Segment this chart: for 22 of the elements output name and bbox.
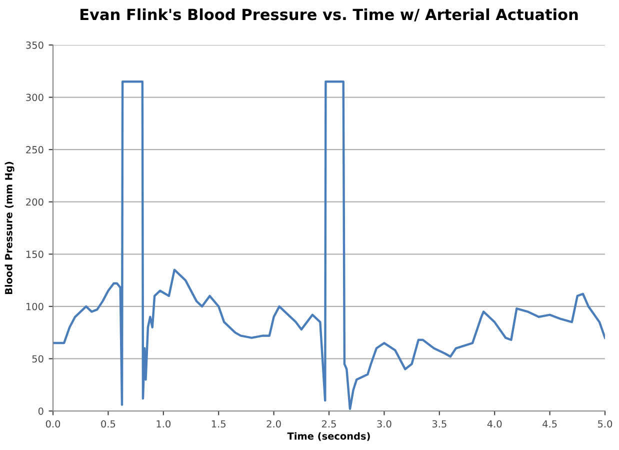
x-tick-label: 4.5: [542, 420, 557, 428]
x-tick-label: 2.5: [322, 420, 336, 428]
y-tick-label: 0: [38, 407, 44, 415]
x-tick-label: 5.0: [598, 420, 612, 428]
y-tick-label: 150: [26, 250, 44, 258]
x-tick-label: 4.0: [487, 420, 502, 428]
y-tick-label: 350: [26, 41, 44, 49]
y-tick-label: 300: [26, 94, 44, 102]
x-tick-label: 1.0: [156, 420, 170, 428]
y-tick-label: 100: [26, 302, 44, 310]
x-tick-label: 1.5: [212, 420, 226, 428]
y-axis-title: Blood Pressure (mm Hg): [4, 162, 14, 294]
x-tick-label: 3.0: [377, 420, 392, 428]
x-tick-label: 0.5: [101, 420, 116, 428]
x-axis-title: Time (seconds): [287, 432, 370, 441]
x-tick-label: 3.5: [432, 420, 446, 428]
x-tick-label: 2.0: [266, 420, 281, 428]
x-tick-label: 0.0: [46, 420, 60, 428]
chart-title: Evan Flink's Blood Pressure vs. Time w/ Arterial Actuation: [80, 8, 578, 22]
y-tick-label: 50: [32, 355, 44, 363]
y-tick-label: 250: [26, 146, 44, 154]
y-tick-label: 200: [26, 198, 44, 206]
